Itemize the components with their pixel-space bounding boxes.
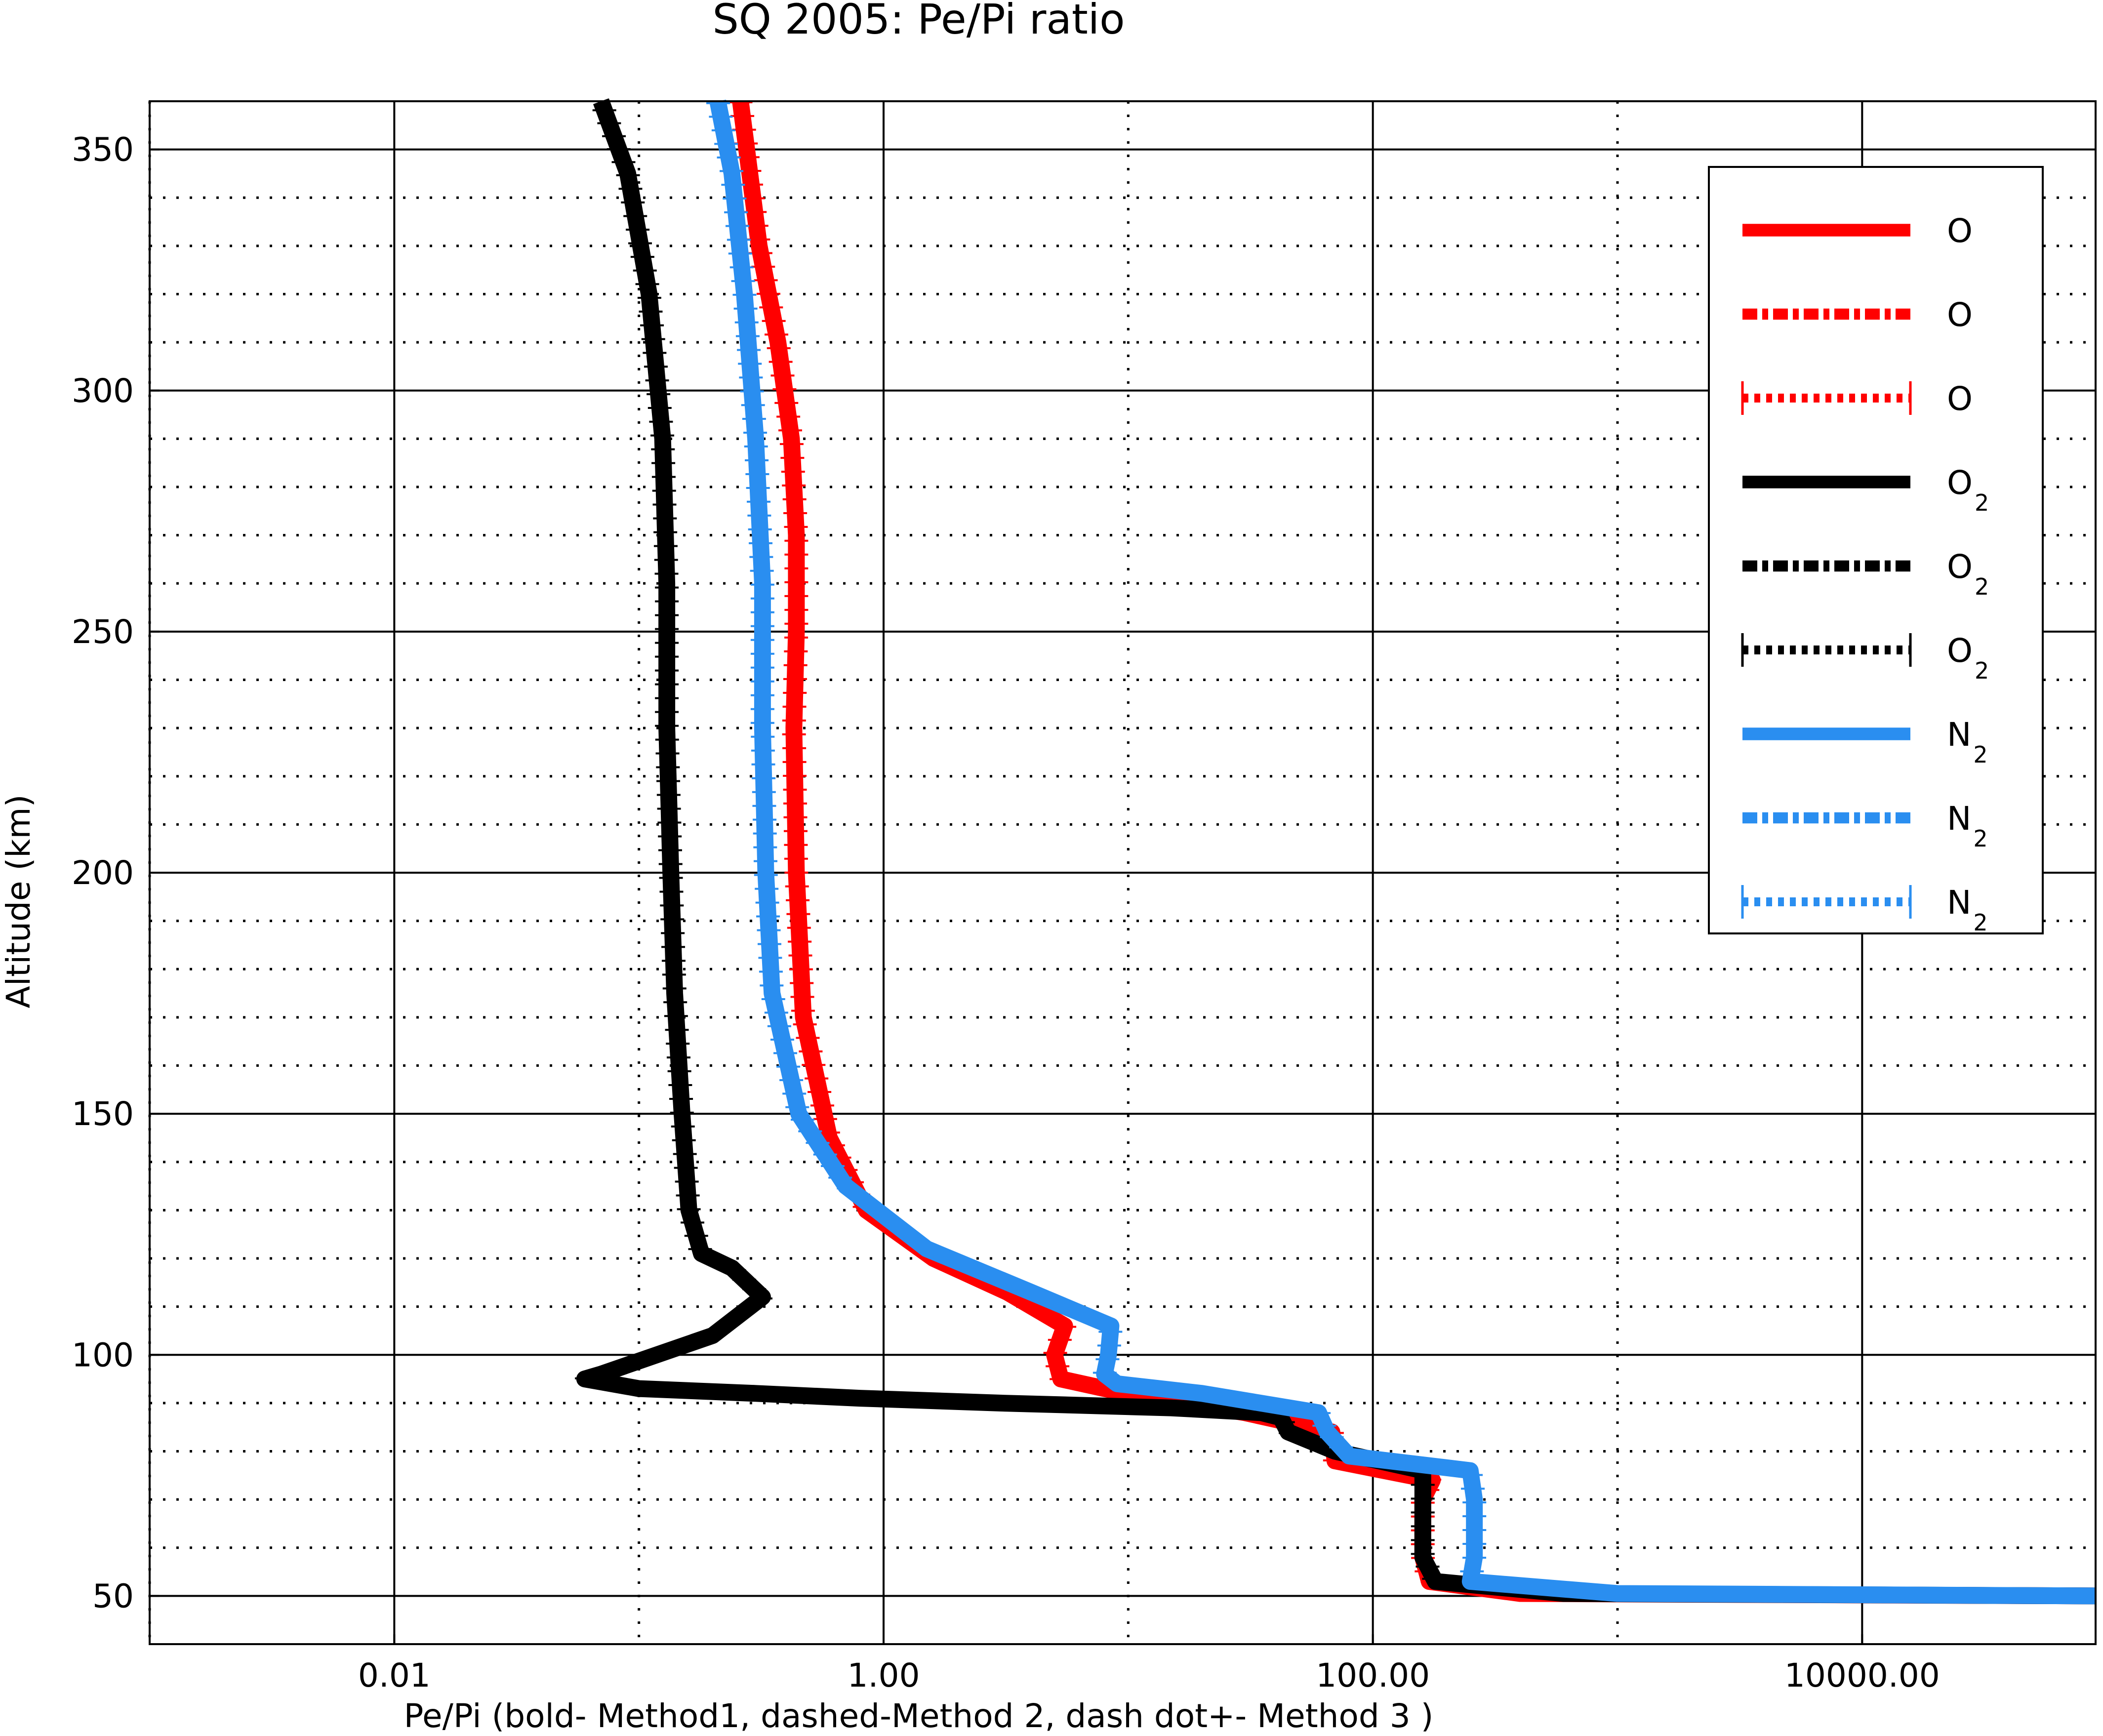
legend-item: O (1742, 212, 1973, 250)
legend-label-subscript: 2 (1973, 825, 1987, 852)
y-tick-label: 50 (92, 1577, 134, 1615)
y-axis-label: Altitude (km) (0, 795, 38, 1009)
series-line (709, 99, 2096, 1605)
series-n2-method-1 (709, 99, 2096, 1605)
legend-label: O (1947, 380, 1973, 418)
legend-label-subscript: 2 (1975, 489, 1989, 516)
chart-title: SQ 2005: Pe/Pi ratio (712, 0, 1125, 43)
x-axis-label: Pe/Pi (bold- Method1, dashed-Method 2, d… (404, 1697, 1434, 1734)
legend-item: O (1741, 380, 1973, 418)
legend-label: O (1947, 296, 1973, 334)
y-tick-label: 200 (72, 854, 134, 892)
legend-label-subscript: 2 (1973, 741, 1987, 768)
x-tick-label: 100.00 (1316, 1656, 1430, 1695)
x-tick-label: 0.01 (358, 1656, 431, 1695)
x-tick-label: 1.00 (848, 1656, 920, 1695)
legend-label: O (1947, 212, 1973, 250)
y-tick-label: 250 (72, 613, 134, 651)
legend-frame (1708, 166, 2044, 934)
legend-item: O (1742, 296, 1973, 334)
y-tick-label: 100 (72, 1336, 134, 1374)
legend-label-subscript: 2 (1975, 657, 1989, 684)
y-tick-label: 300 (72, 372, 134, 410)
y-tick-label: 150 (72, 1095, 134, 1133)
legend-label-subscript: 2 (1975, 573, 1989, 600)
plot-frame (149, 100, 2097, 1645)
tick-layer: 0.01 1.00 100.00 10000.00 50 100 150 200 250 300 3… (72, 131, 1940, 1695)
series-layer (574, 98, 2096, 1605)
legend-label-subscript: 2 (1973, 909, 1987, 936)
x-tick-label: 10000.00 (1784, 1656, 1940, 1695)
y-tick-label: 350 (72, 131, 134, 169)
